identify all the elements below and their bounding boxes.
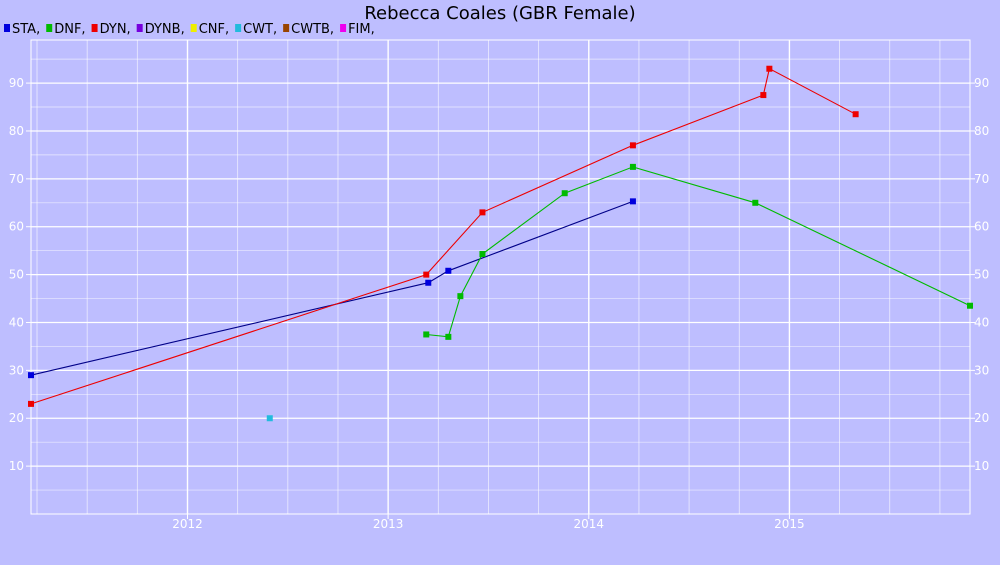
data-point-sta [425, 279, 432, 286]
data-point-dnf [457, 293, 464, 300]
legend-swatch [235, 24, 242, 32]
y-tick-label-right: 50 [974, 268, 989, 282]
legend-swatch [136, 24, 143, 32]
legend-label: DNF, [54, 22, 85, 37]
data-point-dnf [479, 251, 486, 258]
legend-label: FIM, [348, 22, 375, 37]
y-tick-label-right: 80 [974, 124, 989, 138]
legend-label: CWTB, [291, 22, 334, 37]
data-point-sta [28, 372, 34, 379]
plot-area [30, 39, 971, 515]
data-point-dyn [766, 65, 773, 72]
data-point-cwt [266, 415, 273, 422]
grid [31, 40, 970, 514]
y-tick-label-left: 60 [9, 220, 24, 234]
data-point-dyn [760, 92, 767, 99]
data-point-dyn [629, 142, 636, 149]
data-point-dyn [423, 271, 430, 278]
y-tick-label-left: 80 [9, 124, 24, 138]
y-tick-label-left: 90 [9, 76, 24, 90]
y-tick-label-left: 30 [9, 363, 24, 377]
y-tick-label-left: 50 [9, 268, 24, 282]
series-line-sta [30, 200, 634, 376]
y-tick-label-right: 40 [974, 315, 989, 329]
legend-swatch [283, 24, 290, 32]
legend-swatch [340, 24, 347, 32]
legend-label: CNF, [199, 22, 229, 37]
data-point-dyn [479, 209, 486, 216]
legend-label: STA, [12, 22, 40, 37]
legend: STA, DNF, DYN, DYNB, CNF, CWT, CWTB, FIM, [4, 22, 375, 37]
y-tick-label-right: 90 [974, 76, 989, 90]
y-tick-label-right: 60 [974, 220, 989, 234]
legend-swatch [46, 24, 53, 32]
legend-label: CWT, [243, 22, 277, 37]
data-point-dnf [967, 302, 973, 309]
data-point-sta [445, 267, 452, 274]
x-tick-label: 2012 [172, 517, 203, 531]
y-tick-label-right: 70 [974, 172, 989, 186]
series-group [28, 65, 973, 422]
y-tick-label-left: 40 [9, 315, 24, 329]
chart-title: Rebecca Coales (GBR Female) [364, 3, 635, 24]
y-tick-label-right: 20 [974, 411, 989, 425]
series-line-dnf [426, 166, 971, 338]
axis-ticks: 2012 2013 2014 2015 10 10 20 20 30 30 40 40 50 50 60 60… [9, 76, 990, 531]
y-tick-label-right: 10 [974, 459, 989, 473]
data-point-dnf [752, 199, 759, 206]
data-point-dyn [852, 111, 859, 118]
legend-swatch [4, 24, 10, 32]
data-point-sta [629, 198, 636, 205]
x-tick-label: 2015 [774, 517, 805, 531]
y-tick-label-left: 10 [9, 459, 24, 473]
data-point-dnf [629, 163, 636, 170]
y-tick-label-right: 30 [974, 363, 989, 377]
x-tick-label: 2013 [373, 517, 404, 531]
data-point-dnf [445, 333, 452, 340]
data-point-dyn [28, 400, 34, 407]
legend-swatch [91, 24, 98, 32]
legend-label: DYNB, [145, 22, 185, 37]
data-point-dnf [561, 190, 568, 197]
x-tick-label: 2014 [574, 517, 605, 531]
legend-label: DYN, [100, 22, 131, 37]
legend-swatch [190, 24, 197, 32]
y-tick-label-left: 20 [9, 411, 24, 425]
data-point-dnf [423, 331, 430, 338]
y-tick-label-left: 70 [9, 172, 24, 186]
